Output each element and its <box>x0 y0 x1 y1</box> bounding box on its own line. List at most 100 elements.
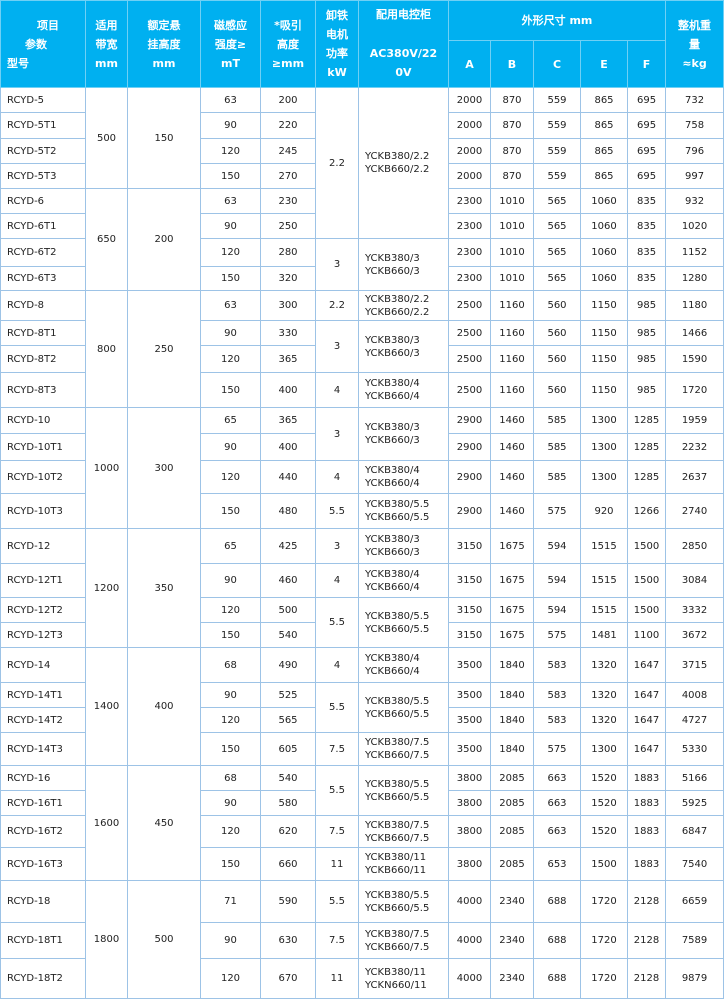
magnetic-cell: 120 <box>200 460 261 494</box>
dim-f-cell: 985 <box>626 290 667 321</box>
dim-a-cell: 3800 <box>448 790 491 816</box>
dim-f-cell: 1285 <box>626 460 667 494</box>
dim-f-cell: 835 <box>626 238 667 267</box>
dim-b-cell: 1840 <box>490 732 534 766</box>
dim-f-cell: 1883 <box>626 815 667 848</box>
controller-model: YCKB380/4 <box>365 653 420 664</box>
controller-model: YCKB660/3 <box>365 347 420 359</box>
weight-cell: 6659 <box>665 880 725 923</box>
weight-cell: 1720 <box>665 372 725 408</box>
dim-a-cell: 3800 <box>448 847 491 881</box>
controller-model: YCKB660/5.5 <box>365 512 430 523</box>
dim-a-cell: 2300 <box>448 238 491 267</box>
dim-f-cell: 2128 <box>626 922 667 959</box>
controller-model: YCKB660/7.5 <box>365 832 430 844</box>
header-power: 卸铁 电机 功率 kW <box>315 0 359 88</box>
dim-a-cell: 2000 <box>448 163 491 189</box>
table-body: RCYD-5 500 150 63 200 2.2 YCKB380/2.2 YCKB660/2… <box>0 87 725 999</box>
dim-b-cell: 1010 <box>490 213 534 239</box>
controller-model: YCKB660/2.2 <box>365 306 430 318</box>
dim-e-cell: 1520 <box>580 765 628 791</box>
dim-f-cell: 1647 <box>626 647 667 683</box>
dim-e-cell: 1060 <box>580 266 628 291</box>
belt-width-cell: 650 <box>85 188 128 291</box>
power-cell: 3 <box>315 238 359 291</box>
weight-cell: 4727 <box>665 707 725 733</box>
table-row: RCYD-14T1 90 525 5.5 YCKB380/5.5 YCKB660/5.5 3… <box>0 682 725 733</box>
dim-e-cell: 1720 <box>580 880 628 923</box>
dim-c-cell: 559 <box>533 138 581 164</box>
rated-height-cell: 300 <box>127 407 201 529</box>
dim-e-cell: 920 <box>580 493 628 529</box>
weight-cell: 3715 <box>665 647 725 683</box>
dim-a-cell: 3150 <box>448 563 491 598</box>
rated-height-cell: 350 <box>127 528 201 648</box>
dim-b-cell: 1460 <box>490 407 534 434</box>
model-cell: RCYD-16T1 <box>0 790 86 816</box>
dim-a-cell: 4000 <box>448 922 491 959</box>
dim-b-cell: 1460 <box>490 433 534 461</box>
controller-model: YCKB380/7.5 <box>365 928 430 940</box>
dim-f-cell: 1500 <box>626 563 667 598</box>
header-dim-b: B <box>490 40 534 88</box>
header-dim-a: A <box>448 40 491 88</box>
dim-c-cell: 585 <box>533 433 581 461</box>
dim-b-cell: 1840 <box>490 707 534 733</box>
magnetic-cell: 90 <box>200 790 261 816</box>
dim-c-cell: 560 <box>533 290 581 321</box>
suction-cell: 660 <box>260 847 316 881</box>
weight-cell: 2232 <box>665 433 725 461</box>
suction-cell: 540 <box>260 622 316 648</box>
dim-a-cell: 2900 <box>448 433 491 461</box>
controller-cell: YCKB380/4 YCKB660/4 <box>358 563 449 598</box>
power-cell: 4 <box>315 372 359 408</box>
controller-model: YCKB380/5.5 <box>365 610 430 622</box>
dim-b-cell: 1010 <box>490 238 534 267</box>
suction-cell: 565 <box>260 707 316 733</box>
suction-cell: 220 <box>260 112 316 139</box>
power-cell: 7.5 <box>315 922 359 959</box>
suction-cell: 590 <box>260 880 316 923</box>
weight-cell: 4008 <box>665 682 725 708</box>
belt-width-cell: 1800 <box>85 880 128 999</box>
controller-cell: YCKB380/7.5 YCKB660/7.5 <box>358 732 449 766</box>
dim-a-cell: 3800 <box>448 765 491 791</box>
table-row: RCYD-5T2 120 245 2000 870 559 865 695 796 <box>0 138 725 164</box>
weight-cell: 1590 <box>665 345 725 373</box>
controller-model: YCKB660/5.5 <box>365 623 430 635</box>
controller-model: YCKB380/4 <box>365 378 420 389</box>
magnetic-cell: 150 <box>200 622 261 648</box>
suction-cell: 300 <box>260 290 316 321</box>
header-item: 项目 参数 型号 <box>0 0 86 88</box>
weight-cell: 5330 <box>665 732 725 766</box>
suction-cell: 670 <box>260 958 316 999</box>
dim-a-cell: 4000 <box>448 958 491 999</box>
controller-model: YCKB660/2.2 <box>365 164 430 175</box>
dim-b-cell: 2085 <box>490 815 534 848</box>
header-suction: *吸引 高度 ≥mm <box>260 0 316 88</box>
controller-cell: YCKB380/11 YCKN660/11 <box>358 958 449 999</box>
controller-cell: YCKB380/3 YCKB660/3 <box>358 238 449 291</box>
suction-cell: 500 <box>260 597 316 623</box>
weight-cell: 1180 <box>665 290 725 321</box>
controller-model: YCKB660/4 <box>365 666 420 677</box>
dim-f-cell: 985 <box>626 345 667 373</box>
header-item-line: 型号 <box>7 56 29 70</box>
controller-cell: YCKB380/3 YCKB660/3 <box>358 320 449 373</box>
controller-model: YCKB660/5.5 <box>365 902 430 914</box>
header-item-line: 项目 <box>37 18 59 32</box>
weight-cell: 932 <box>665 188 725 214</box>
magnetic-cell: 120 <box>200 597 261 623</box>
dim-e-cell: 1060 <box>580 188 628 214</box>
power-cell: 5.5 <box>315 597 359 648</box>
dim-e-cell: 1720 <box>580 958 628 999</box>
controller-cell: YCKB380/4 YCKB660/4 <box>358 372 449 408</box>
model-cell: RCYD-10T3 <box>0 493 86 529</box>
controller-model: YCKB660/3 <box>365 435 420 446</box>
dim-c-cell: 594 <box>533 563 581 598</box>
dim-b-cell: 2085 <box>490 765 534 791</box>
weight-cell: 796 <box>665 138 725 164</box>
weight-cell: 2740 <box>665 493 725 529</box>
dim-c-cell: 575 <box>533 732 581 766</box>
